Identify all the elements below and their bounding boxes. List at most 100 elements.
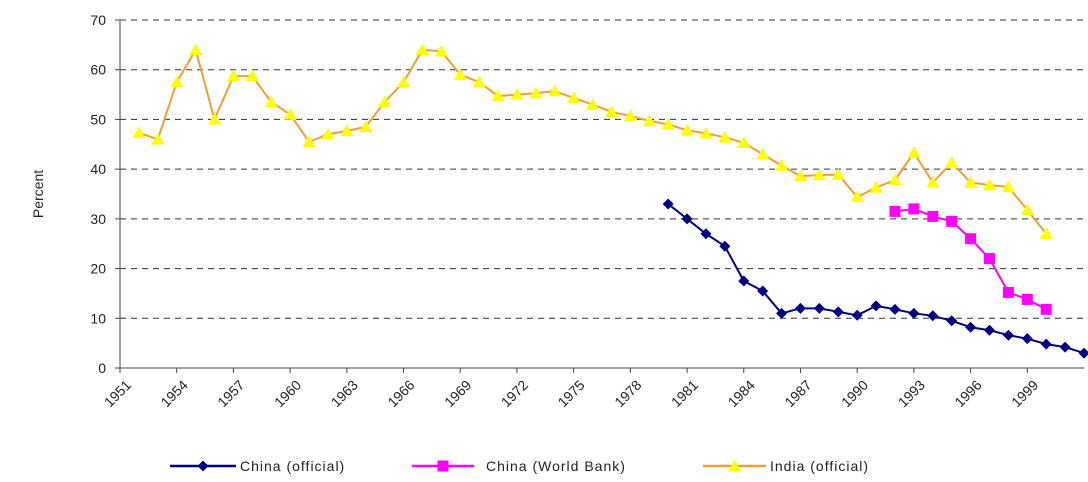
- legend-marker: [197, 460, 209, 472]
- x-tick-label: 1981: [668, 377, 701, 410]
- data-point: [907, 146, 921, 158]
- x-tick-label: 1966: [384, 377, 417, 410]
- data-point: [226, 69, 240, 82]
- x-tick-label: 1957: [214, 377, 247, 410]
- legend-marker: [437, 460, 449, 472]
- data-point: [642, 114, 656, 127]
- series-0: [662, 198, 1088, 359]
- data-point: [1059, 341, 1071, 353]
- y-axis-label: Percent: [30, 170, 46, 218]
- data-point: [869, 181, 883, 193]
- data-point: [208, 112, 222, 125]
- data-point: [813, 302, 825, 314]
- data-point: [738, 275, 750, 287]
- data-point: [661, 117, 675, 130]
- y-tick-label: 60: [90, 62, 106, 78]
- x-tick-label: 1996: [951, 377, 984, 410]
- data-point: [434, 44, 448, 57]
- data-point: [491, 89, 505, 102]
- data-point: [812, 168, 826, 181]
- data-point: [927, 310, 939, 322]
- x-tick-label: 1978: [611, 377, 644, 410]
- x-tick-label: 1990: [838, 377, 871, 410]
- data-point: [1002, 286, 1014, 298]
- data-point: [775, 159, 789, 171]
- y-tick-label: 70: [90, 12, 106, 28]
- series-line: [667, 203, 1085, 355]
- y-tick-label: 20: [90, 261, 106, 277]
- legend-item: India (official): [703, 458, 869, 474]
- data-point: [264, 95, 278, 108]
- data-point: [793, 169, 807, 182]
- data-point: [283, 107, 297, 120]
- data-point: [945, 156, 959, 168]
- y-tick-labels: 0 10 20 30 40 50 60 70: [90, 12, 106, 376]
- data-point: [983, 324, 995, 336]
- data-point: [1020, 203, 1034, 216]
- data-series: [132, 43, 1088, 359]
- data-point: [680, 123, 694, 136]
- data-point: [681, 213, 693, 225]
- data-point: [302, 135, 316, 147]
- y-tick-label: 10: [90, 310, 106, 326]
- axes: [119, 20, 1084, 369]
- data-point: [1040, 338, 1052, 350]
- data-point: [700, 228, 712, 240]
- legend-item: China (official): [170, 458, 345, 474]
- data-point: [567, 91, 581, 104]
- data-point: [245, 69, 259, 82]
- legend-item: China (World Bank): [412, 458, 625, 474]
- data-point: [718, 130, 732, 143]
- data-point: [699, 126, 713, 139]
- x-tick-label: 1972: [498, 377, 531, 410]
- data-point: [453, 68, 467, 80]
- data-point: [794, 302, 806, 314]
- data-point: [340, 124, 354, 137]
- data-point: [378, 95, 392, 108]
- data-point: [472, 75, 486, 88]
- data-point: [831, 168, 845, 180]
- series-1: [889, 203, 1052, 315]
- data-point: [604, 105, 618, 118]
- data-point: [170, 75, 184, 88]
- data-point: [586, 98, 600, 110]
- data-point: [870, 300, 882, 312]
- data-point: [321, 127, 335, 140]
- data-point: [908, 203, 920, 215]
- data-point: [415, 43, 429, 56]
- data-point: [397, 75, 411, 88]
- data-point: [623, 109, 637, 122]
- y-tick-label: 40: [90, 161, 106, 177]
- x-tick-label: 1999: [1008, 377, 1041, 410]
- data-point: [1039, 227, 1053, 239]
- data-point: [888, 173, 902, 186]
- data-point: [983, 253, 995, 265]
- grid-lines: [115, 19, 1084, 369]
- x-tick-label: 1987: [781, 377, 814, 410]
- data-point: [189, 43, 203, 56]
- legend-label: India (official): [770, 458, 869, 474]
- x-tick-label: 1975: [554, 377, 587, 410]
- data-point: [1002, 329, 1014, 341]
- legend-label: China (official): [240, 458, 345, 474]
- data-point: [832, 306, 844, 318]
- data-point: [132, 126, 146, 139]
- x-tick-label: 1963: [328, 377, 361, 410]
- data-point: [719, 240, 731, 252]
- data-point: [510, 88, 524, 100]
- series-2: [132, 43, 1053, 239]
- data-point: [359, 120, 373, 133]
- data-point: [662, 198, 674, 210]
- data-point: [757, 285, 769, 297]
- data-point: [889, 303, 901, 315]
- data-point: [927, 210, 939, 222]
- legend-marker: [728, 459, 741, 472]
- data-point: [965, 233, 977, 245]
- x-tick-label: 1993: [895, 377, 928, 410]
- x-tick-label: 1984: [725, 377, 758, 410]
- data-point: [776, 307, 788, 319]
- legend: China (official) China (World Bank) India …: [170, 458, 869, 474]
- x-tick-label: 1969: [441, 377, 474, 410]
